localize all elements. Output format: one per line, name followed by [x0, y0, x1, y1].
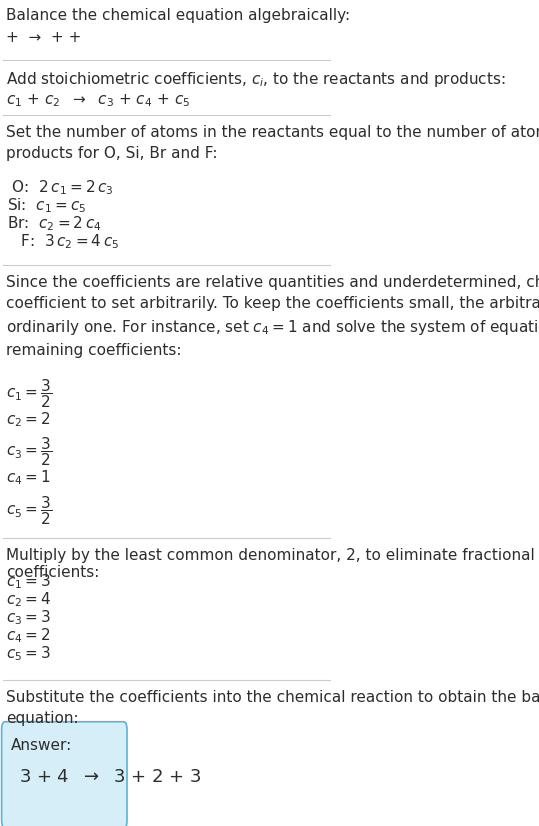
Text: $c_5 = 3$: $c_5 = 3$ — [6, 644, 51, 662]
Text: $c_4 = 1$: $c_4 = 1$ — [6, 468, 51, 487]
Text: $c_1$ + $c_2$  $\rightarrow$  $c_3$ + $c_4$ + $c_5$: $c_1$ + $c_2$ $\rightarrow$ $c_3$ + $c_4… — [6, 92, 190, 109]
FancyBboxPatch shape — [2, 722, 127, 826]
Text: Since the coefficients are relative quantities and underdetermined, choose a
coe: Since the coefficients are relative quan… — [6, 275, 539, 358]
Text: $c_2 = 2$: $c_2 = 2$ — [6, 410, 51, 429]
Text: $c_1 = \dfrac{3}{2}$: $c_1 = \dfrac{3}{2}$ — [6, 377, 52, 410]
Text: Si:  $c_1 = c_5$: Si: $c_1 = c_5$ — [8, 196, 87, 215]
Text: Substitute the coefficients into the chemical reaction to obtain the balanced
eq: Substitute the coefficients into the che… — [6, 690, 539, 726]
Text: $c_3 = \dfrac{3}{2}$: $c_3 = \dfrac{3}{2}$ — [6, 435, 52, 468]
Text: Br:  $c_2 = 2\,c_4$: Br: $c_2 = 2\,c_4$ — [8, 214, 102, 233]
Text: +  →  + +: + → + + — [6, 30, 81, 45]
Text: O:  $2\,c_1 = 2\,c_3$: O: $2\,c_1 = 2\,c_3$ — [8, 178, 114, 197]
Text: $c_3 = 3$: $c_3 = 3$ — [6, 608, 51, 627]
Text: Multiply by the least common denominator, 2, to eliminate fractional coefficient: Multiply by the least common denominator… — [6, 548, 535, 581]
Text: $c_1 = 3$: $c_1 = 3$ — [6, 572, 51, 591]
Text: $c_5 = \dfrac{3}{2}$: $c_5 = \dfrac{3}{2}$ — [6, 494, 52, 527]
Text: Add stoichiometric coefficients, $c_i$, to the reactants and products:: Add stoichiometric coefficients, $c_i$, … — [6, 70, 506, 89]
Text: Answer:: Answer: — [11, 738, 72, 753]
Text: $3$ + $4$  $\rightarrow$  $3$ + $2$ + $3$: $3$ + $4$ $\rightarrow$ $3$ + $2$ + $3$ — [18, 768, 201, 786]
Text: Balance the chemical equation algebraically:: Balance the chemical equation algebraica… — [6, 8, 350, 23]
Text: F:  $3\,c_2 = 4\,c_5$: F: $3\,c_2 = 4\,c_5$ — [11, 232, 119, 251]
Text: Set the number of atoms in the reactants equal to the number of atoms in the
pro: Set the number of atoms in the reactants… — [6, 125, 539, 161]
Text: $c_2 = 4$: $c_2 = 4$ — [6, 590, 51, 609]
Text: $c_4 = 2$: $c_4 = 2$ — [6, 626, 51, 645]
